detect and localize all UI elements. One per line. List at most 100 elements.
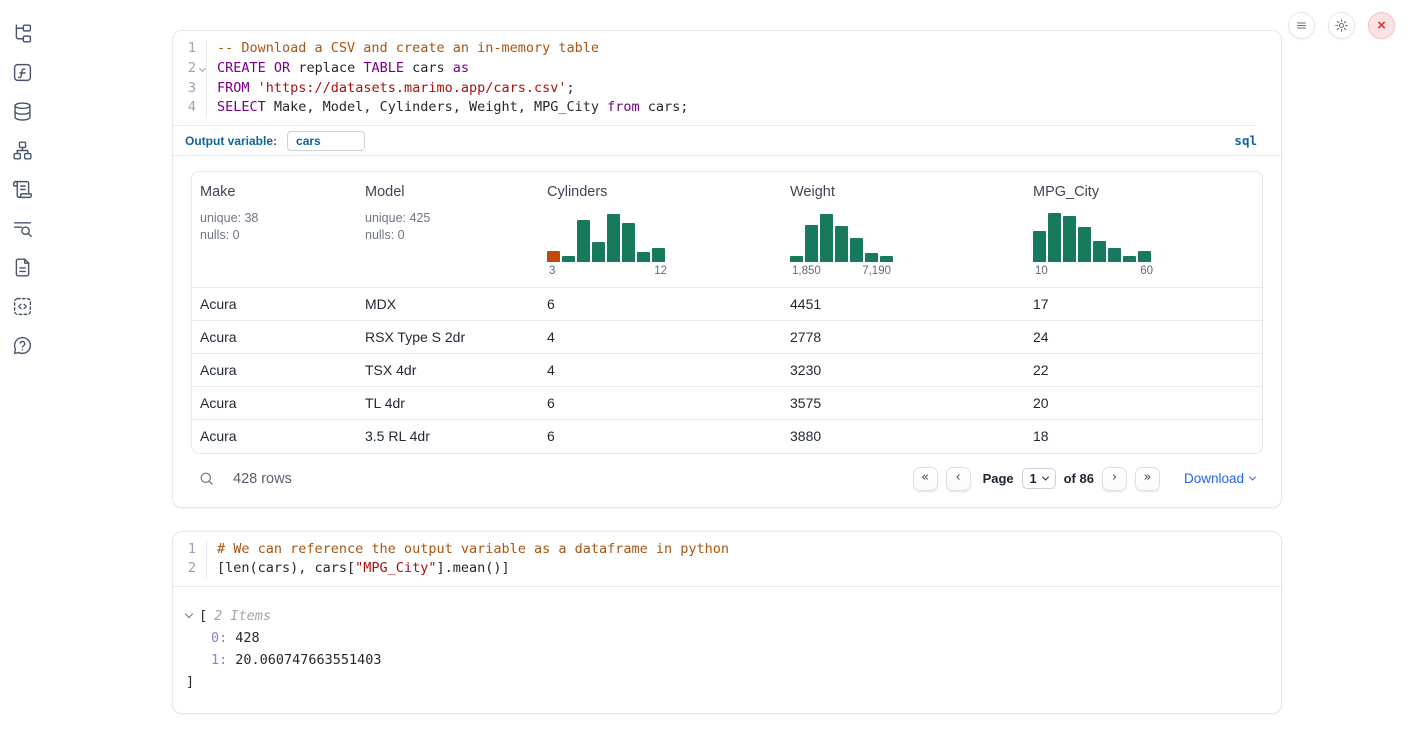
line-number: 2 <box>173 559 206 579</box>
column-header-model[interactable]: Modelunique: 425nulls: 0 <box>357 172 539 288</box>
line-number: 1 <box>173 39 206 59</box>
prev-page-button[interactable]: ‹ <box>946 467 971 491</box>
python-editor[interactable]: 12 # We can reference the output variabl… <box>173 532 1281 587</box>
document-icon[interactable] <box>10 255 34 279</box>
settings-button[interactable] <box>1328 12 1355 39</box>
histogram-bar <box>577 220 590 263</box>
histogram-bar <box>1033 231 1046 262</box>
histogram-bar <box>820 214 833 262</box>
output-variable-input[interactable] <box>287 131 365 151</box>
download-label: Download <box>1184 471 1244 486</box>
collapse-chevron-icon[interactable] <box>185 610 193 618</box>
next-page-button[interactable]: › <box>1102 467 1127 491</box>
column-label: Model <box>365 184 531 200</box>
first-page-button[interactable]: « <box>913 467 938 491</box>
python-cell: 12 # We can reference the output variabl… <box>172 531 1282 715</box>
table-cell: 3230 <box>782 354 1025 387</box>
sql-editor-gutter: 1234 <box>173 39 207 118</box>
table-cell: TL 4dr <box>357 387 539 420</box>
python-editor-code[interactable]: # We can reference the output variable a… <box>207 540 1281 580</box>
table-cell: MDX <box>357 288 539 321</box>
table-cell: 22 <box>1025 354 1262 387</box>
sql-editor-code[interactable]: -- Download a CSV and create an in-memor… <box>207 39 1281 118</box>
table-cell: 4 <box>539 354 782 387</box>
table-row: AcuraRSX Type S 2dr4277824 <box>192 321 1262 354</box>
column-label: Cylinders <box>547 184 774 200</box>
table-body: AcuraMDX6445117AcuraRSX Type S 2dr427782… <box>192 288 1262 453</box>
table-cell: Acura <box>192 288 357 321</box>
file-tree-icon[interactable] <box>10 21 34 45</box>
output-variable-bar: Output variable: sql <box>173 126 1281 156</box>
table-cell: 3880 <box>782 420 1025 453</box>
open-bracket: [ <box>199 605 207 627</box>
items-count-label: 2 Items <box>214 605 271 627</box>
histogram-max-label: 7,190 <box>862 265 891 277</box>
histogram-bar <box>1138 251 1151 262</box>
hamburger-icon <box>1294 18 1309 33</box>
language-badge[interactable]: sql <box>1234 133 1257 148</box>
code-line[interactable]: SELECT Make, Model, Cylinders, Weight, M… <box>217 98 1281 118</box>
json-entry: 0:428 <box>186 627 1265 649</box>
table-cell: TSX 4dr <box>357 354 539 387</box>
histogram-max-label: 12 <box>654 265 667 277</box>
json-entry-key: 1: <box>211 652 227 668</box>
table-row: AcuraTL 4dr6357520 <box>192 387 1262 420</box>
column-histogram: 312 <box>547 210 669 277</box>
table-header-row: Makeunique: 38nulls: 0Modelunique: 425nu… <box>192 172 1262 288</box>
last-page-button[interactable]: » <box>1135 467 1160 491</box>
code-line[interactable]: -- Download a CSV and create an in-memor… <box>217 39 1281 59</box>
scroll-icon[interactable] <box>10 177 34 201</box>
histogram-bar <box>835 226 848 262</box>
json-entry-value: 20.060747663551403 <box>235 652 381 668</box>
histogram-bar <box>652 248 665 263</box>
line-number: 3 <box>173 79 206 99</box>
table-cell: 3.5 RL 4dr <box>357 420 539 453</box>
dependency-graph-icon[interactable] <box>10 138 34 162</box>
page-select-value: 1 <box>1030 472 1037 486</box>
python-cell-output: [ 2 Items 0:4281:20.060747663551403 ] <box>173 586 1281 713</box>
fold-chevron-icon[interactable] <box>199 65 206 72</box>
sql-cell-output: Makeunique: 38nulls: 0Modelunique: 425nu… <box>173 156 1281 507</box>
snippets-icon[interactable] <box>10 294 34 318</box>
table-cell: 6 <box>539 420 782 453</box>
function-square-icon[interactable] <box>10 60 34 84</box>
column-header-weight[interactable]: Weight1,8507,190 <box>782 172 1025 288</box>
column-histogram: 1,8507,190 <box>790 210 912 277</box>
page-label: Page <box>983 471 1014 486</box>
histogram-bar <box>1048 213 1061 262</box>
database-icon[interactable] <box>10 99 34 123</box>
json-entry-value: 428 <box>235 630 259 646</box>
help-icon[interactable] <box>10 333 34 357</box>
line-number: 4 <box>173 98 206 118</box>
histogram-min-label: 10 <box>1035 265 1048 277</box>
column-label: MPG_City <box>1033 184 1254 200</box>
histogram-bar <box>1063 216 1076 262</box>
chevron-down-icon <box>1249 474 1256 481</box>
table-footer: 428 rows « ‹ Page 1 of 86 › » Download <box>191 454 1263 498</box>
code-line[interactable]: [len(cars), cars["MPG_City"].mean()] <box>217 559 1281 579</box>
code-line[interactable]: # We can reference the output variable a… <box>217 540 1281 560</box>
sidebar <box>0 0 44 357</box>
table-cell: Acura <box>192 387 357 420</box>
histogram-bar <box>850 238 863 262</box>
table-cell: 3575 <box>782 387 1025 420</box>
chevron-down-icon <box>1042 474 1049 481</box>
column-header-make[interactable]: Makeunique: 38nulls: 0 <box>192 172 357 288</box>
search-icon[interactable] <box>198 470 215 487</box>
table-cell: 17 <box>1025 288 1262 321</box>
table-cell: 6 <box>539 387 782 420</box>
column-header-mpg_city[interactable]: MPG_City 1060 <box>1025 172 1262 288</box>
menu-button[interactable] <box>1288 12 1315 39</box>
table-cell: Acura <box>192 321 357 354</box>
column-histogram: 1060 <box>1033 210 1155 277</box>
code-line[interactable]: CREATE OR replace TABLE cars as <box>217 59 1281 79</box>
table-row: AcuraTSX 4dr4323022 <box>192 354 1262 387</box>
search-list-icon[interactable] <box>10 216 34 240</box>
download-button[interactable]: Download <box>1178 470 1261 487</box>
shutdown-button[interactable]: × <box>1368 12 1395 39</box>
histogram-bar <box>562 256 575 262</box>
column-header-cylinders[interactable]: Cylinders 312 <box>539 172 782 288</box>
sql-editor[interactable]: 1234 -- Download a CSV and create an in-… <box>173 31 1281 125</box>
page-select[interactable]: 1 <box>1022 468 1056 489</box>
code-line[interactable]: FROM 'https://datasets.marimo.app/cars.c… <box>217 79 1281 99</box>
